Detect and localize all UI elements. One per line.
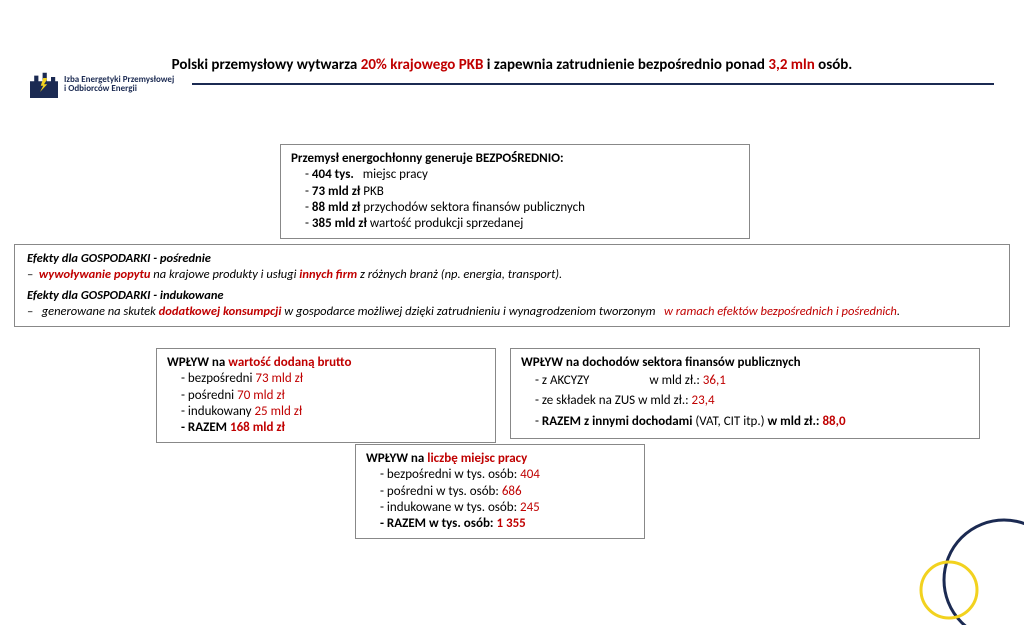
list-item: indukowany 25 mld zł [179, 404, 485, 420]
seg: 73 mld zł [255, 371, 303, 386]
decorative-circles-icon [874, 485, 1024, 625]
list-item: pośredni w tys. osób: 686 [378, 484, 634, 500]
seg: z różnych branż (np. energia, transport)… [357, 267, 562, 282]
jobs-title: WPŁYW na liczbę miejsc pracy [366, 451, 634, 467]
seg: RAZEM [188, 420, 230, 435]
effects-title-induced: Efekty dla GOSPODARKI - indukowane [27, 288, 997, 304]
list-item: 73 mld zł PKB [303, 184, 739, 200]
list-item: bezpośredni w tys. osób: 404 [378, 467, 634, 483]
logo-text: Izba Energetyki Przemysłowej i Odbiorców… [64, 75, 174, 94]
fin-list: z AKCYZY w mld zł.: 36,1 ze składek na ZU… [521, 371, 969, 431]
logo: Izba Energetyki Przemysłowej i Odbiorców… [30, 70, 174, 98]
seg: 25 mld zł [254, 404, 302, 419]
effects-line-induced: – generowane na skutek dodatkowej konsum… [27, 304, 997, 320]
seg: dodatkowej konsumpcji [159, 304, 282, 319]
seg: 686 [502, 484, 522, 499]
seg: w mld zł.: [649, 373, 702, 388]
direct-title: Przemysł energochłonny generuje BEZPOŚRE… [291, 151, 739, 167]
seg: 88,0 [822, 414, 845, 429]
seg: RAZEM w tys. osób: [387, 516, 497, 531]
seg: innych firm [299, 267, 357, 282]
direct-val: 88 mld zł [312, 200, 360, 215]
logo-line2: i Odbiorców Energii [64, 84, 174, 93]
seg: pośredni w tys. osób: [387, 484, 502, 499]
list-item: indukowane w tys. osób: 245 [378, 500, 634, 516]
list-item: RAZEM 168 mld zł [179, 420, 485, 436]
box-direct-effects: Przemysł energochłonny generuje BEZPOŚRE… [280, 144, 750, 239]
list-item: RAZEM z innymi dochodami (VAT, CIT itp.)… [533, 412, 969, 432]
seg: 168 mld zł [230, 420, 285, 435]
list-item: pośredni 70 mld zł [179, 388, 485, 404]
seg: wywoływanie popytu [39, 267, 151, 282]
seg: 245 [520, 500, 540, 515]
direct-txt: miejsc pracy [363, 167, 428, 182]
jobs-list: bezpośredni w tys. osób: 404 pośredni w … [366, 467, 634, 532]
seg: . [897, 304, 900, 319]
seg: (VAT, CIT itp.) [692, 414, 767, 429]
direct-val: 73 mld zł [312, 184, 360, 199]
box-public-finance: WPŁYW na dochodów sektora finansów publi… [510, 348, 980, 439]
fin-title: WPŁYW na dochodów sektora finansów publi… [521, 355, 969, 371]
direct-list: 404 tys. miejsc pracy 73 mld zł PKB 88 m… [291, 167, 739, 232]
seg: WPŁYW na [366, 451, 427, 466]
list-item: bezpośredni 73 mld zł [179, 371, 485, 387]
direct-txt: PKB [363, 184, 384, 199]
top-bar: Izba Energetyki Przemysłowej i Odbiorców… [0, 70, 1024, 98]
seg: liczbę miejsc pracy [427, 451, 527, 466]
list-item: 404 tys. miejsc pracy [303, 167, 739, 183]
list-item: 88 mld zł przychodów sektora finansów pu… [303, 200, 739, 216]
seg: na krajowe produkty i usługi [150, 267, 299, 282]
effects-line-indirect: – wywoływanie popytu na krajowe produkty… [27, 267, 997, 283]
factory-bolt-icon [30, 70, 58, 98]
seg: bezpośredni [188, 371, 256, 386]
seg: z AKCYZY [542, 373, 589, 388]
list-item: z AKCYZY w mld zł.: 36,1 [533, 371, 969, 391]
seg: w mld zł.: [768, 414, 823, 429]
direct-txt: przychodów sektora finansów publicznych [363, 200, 585, 215]
direct-val: 404 tys. [312, 167, 354, 182]
direct-txt: wartość produkcji sprzedanej [370, 216, 524, 231]
box-jobs: WPŁYW na liczbę miejsc pracy bezpośredni… [355, 444, 645, 539]
list-item: ze składek na ZUS w mld zł.: 23,4 [533, 391, 969, 411]
seg: generowane na skutek [42, 304, 159, 319]
list-item: 385 mld zł wartość produkcji sprzedanej [303, 216, 739, 232]
seg: 36,1 [703, 373, 726, 388]
header-rule [192, 83, 994, 85]
seg: WPŁYW na [167, 355, 228, 370]
seg: indukowany [188, 404, 255, 419]
box-economy-effects: Efekty dla GOSPODARKI - pośrednie – wywo… [14, 244, 1010, 327]
seg: indukowane w tys. osób: [387, 500, 520, 515]
seg: ze składek na ZUS w mld zł.: [542, 393, 692, 408]
seg: 404 [520, 467, 540, 482]
vab-list: bezpośredni 73 mld zł pośredni 70 mld zł… [167, 371, 485, 436]
seg: w ramach efektów bezpośrednich i pośredn… [664, 304, 897, 319]
list-item: RAZEM w tys. osób: 1 355 [378, 516, 634, 532]
direct-val: 385 mld zł [312, 216, 367, 231]
seg: RAZEM z innymi dochodami [542, 414, 692, 429]
seg: 23,4 [692, 393, 715, 408]
seg: bezpośredni w tys. osób: [387, 467, 520, 482]
seg: 1 355 [496, 516, 525, 531]
seg: w gospodarce możliwej dzięki zatrudnieni… [281, 304, 658, 319]
effects-title-indirect: Efekty dla GOSPODARKI - pośrednie [27, 251, 997, 267]
seg: wartość dodaną brutto [228, 355, 351, 370]
seg: pośredni [188, 388, 237, 403]
box-value-added: WPŁYW na wartość dodaną brutto bezpośred… [156, 348, 496, 443]
vab-title: WPŁYW na wartość dodaną brutto [167, 355, 485, 371]
seg: 70 mld zł [237, 388, 285, 403]
